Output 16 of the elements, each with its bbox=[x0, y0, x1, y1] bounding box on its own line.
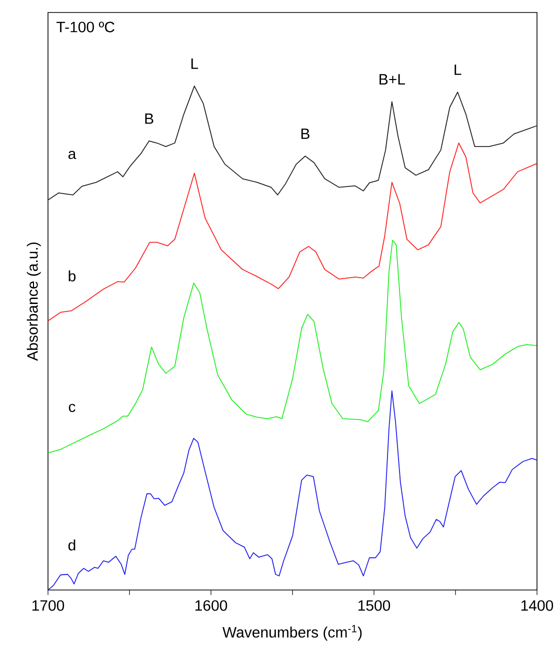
series-label: b bbox=[68, 270, 76, 282]
x-axis-title: Wavenumbers (cm$^{-1}$) bbox=[222, 625, 362, 641]
text: T-100 ºC bbox=[56, 22, 115, 32]
annotation: B bbox=[145, 113, 154, 124]
annotation: B+L bbox=[380, 74, 406, 84]
annotation: L bbox=[192, 58, 198, 69]
x-tick-label: 1700 bbox=[32, 600, 64, 611]
series-label: c bbox=[69, 404, 76, 412]
series-label: d bbox=[68, 539, 76, 550]
series-label: a bbox=[68, 150, 76, 160]
y-axis-title: Absorbance (a.u.) bbox=[26, 242, 41, 361]
x-tick-label: 1600 bbox=[196, 600, 228, 611]
annotation: L bbox=[454, 64, 462, 75]
annotation: B bbox=[302, 128, 310, 139]
x-tick-label: 1500 bbox=[358, 600, 390, 611]
x-tick-label: 1400 bbox=[522, 600, 554, 611]
